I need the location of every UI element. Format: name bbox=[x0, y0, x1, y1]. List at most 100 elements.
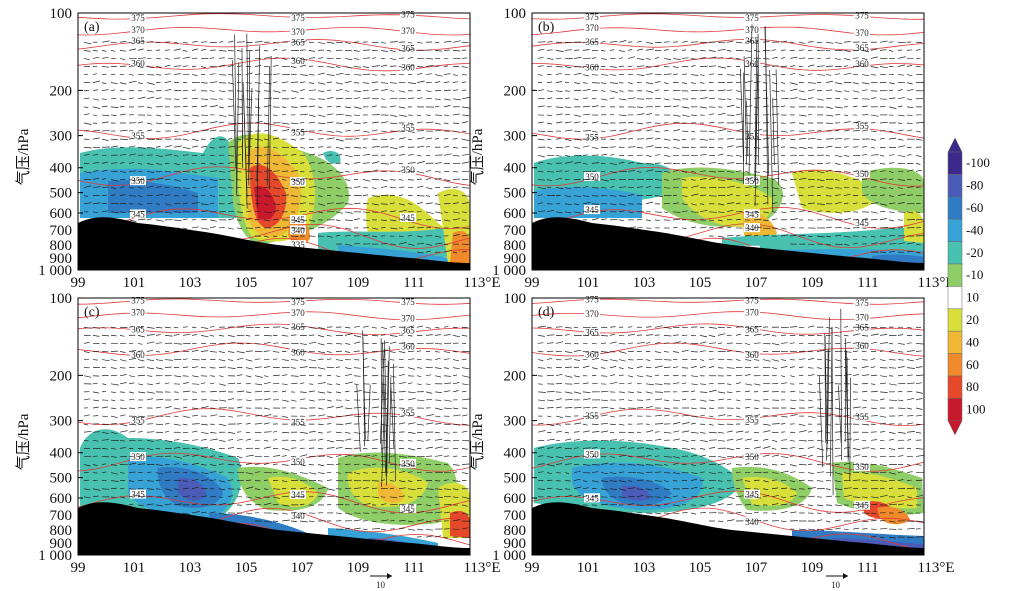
wind-vector bbox=[407, 431, 416, 434]
colorbar-label: -80 bbox=[966, 178, 983, 193]
wind-vector bbox=[654, 487, 660, 490]
wind-vector bbox=[753, 226, 762, 229]
wind-vector bbox=[101, 439, 109, 441]
colorbar-segment bbox=[947, 263, 963, 287]
wind-vector bbox=[780, 179, 787, 181]
wind-vector bbox=[753, 383, 761, 386]
wind-vector bbox=[218, 50, 227, 52]
wind-vector bbox=[380, 146, 389, 148]
wind-vector bbox=[897, 145, 906, 148]
wind-vector bbox=[182, 65, 188, 67]
wind-vector bbox=[353, 122, 361, 125]
wind-vector bbox=[789, 218, 798, 221]
wind-vector bbox=[137, 423, 143, 426]
wind-vector bbox=[128, 41, 134, 44]
wind-vector bbox=[317, 431, 323, 434]
wind-vector bbox=[191, 114, 200, 117]
wind-vector bbox=[618, 114, 627, 116]
wind-vector bbox=[281, 335, 289, 337]
wind-vector bbox=[699, 153, 707, 156]
wind-vector bbox=[335, 391, 342, 394]
wind-vector bbox=[362, 57, 371, 59]
wind-vector bbox=[290, 153, 297, 156]
wind-vector bbox=[254, 488, 261, 490]
wind-vector bbox=[443, 479, 449, 481]
wind-vector bbox=[407, 448, 416, 451]
wind-vector bbox=[83, 488, 90, 491]
wind-vector bbox=[443, 81, 450, 83]
wind-vector bbox=[200, 326, 209, 329]
wind-vector bbox=[434, 399, 442, 401]
wind-vector bbox=[407, 520, 414, 523]
wind-vector bbox=[281, 472, 289, 474]
wind-vector bbox=[398, 487, 406, 490]
wind-vector bbox=[389, 65, 397, 67]
wind-vector bbox=[434, 503, 440, 506]
wind-vector bbox=[317, 335, 325, 338]
wind-vector bbox=[407, 367, 415, 370]
wind-vector bbox=[344, 154, 353, 158]
wind-vector bbox=[807, 243, 815, 246]
isentrope-label-bg bbox=[400, 325, 416, 335]
wind-vector bbox=[789, 171, 797, 174]
isentrope-label-bg bbox=[400, 213, 416, 223]
wind-vector bbox=[744, 56, 751, 59]
wind-vector bbox=[807, 97, 814, 100]
wind-vector bbox=[461, 97, 470, 100]
wind-vector bbox=[425, 145, 430, 148]
wind-vector bbox=[461, 234, 470, 237]
wind-vector bbox=[308, 82, 315, 84]
isentrope-label: 370 bbox=[745, 25, 759, 35]
wind-vector bbox=[452, 519, 461, 522]
wind-vector bbox=[906, 89, 914, 92]
wind-vector bbox=[582, 82, 588, 84]
wind-vector bbox=[915, 48, 921, 51]
wind-vector bbox=[362, 366, 370, 368]
wind-vector bbox=[443, 146, 449, 148]
wind-vector bbox=[290, 122, 299, 125]
wind-vector bbox=[155, 342, 163, 344]
wind-vector bbox=[443, 249, 452, 253]
wind-vector bbox=[780, 227, 787, 230]
x-tick-label: 99 bbox=[525, 560, 540, 576]
wind-vector bbox=[164, 382, 170, 385]
wind-vector bbox=[398, 179, 404, 181]
wind-vector bbox=[546, 146, 553, 149]
wind-vector bbox=[888, 367, 897, 369]
wind-vector bbox=[155, 439, 162, 441]
wind-vector bbox=[726, 154, 733, 157]
wind-vector bbox=[155, 146, 161, 148]
wind-vector bbox=[335, 366, 341, 368]
wind-vector bbox=[218, 383, 226, 386]
wind-vector bbox=[888, 234, 896, 237]
wind-vector bbox=[425, 439, 431, 441]
wind-vector-updraft bbox=[769, 70, 774, 212]
wind-vector bbox=[227, 335, 235, 337]
wind-vector bbox=[798, 391, 805, 394]
wind-vector bbox=[843, 415, 850, 417]
wind-vector bbox=[834, 480, 842, 483]
wind-vector bbox=[371, 326, 377, 329]
wind-vector bbox=[362, 130, 370, 133]
wind-vector bbox=[389, 496, 398, 499]
wind-vector bbox=[915, 374, 924, 377]
wind-vector bbox=[263, 219, 271, 222]
isentrope-label-bg bbox=[400, 458, 416, 468]
wind-vector bbox=[546, 407, 554, 409]
wind-vector bbox=[362, 146, 368, 149]
wind-vector bbox=[182, 194, 188, 196]
wind-vector bbox=[582, 464, 591, 466]
wind-vector bbox=[344, 219, 353, 221]
wind-vector bbox=[83, 479, 90, 481]
wind-vector bbox=[645, 58, 651, 60]
wind-vector bbox=[398, 439, 404, 442]
wind-vector bbox=[879, 350, 885, 352]
isentrope-label: 370 bbox=[131, 25, 145, 35]
wind-vector bbox=[888, 50, 894, 52]
wind-vector bbox=[119, 423, 128, 427]
wind-vector bbox=[726, 503, 733, 506]
wind-vector bbox=[272, 137, 280, 140]
wind-vector bbox=[200, 170, 206, 172]
wind-vector bbox=[735, 464, 742, 466]
wind-vector bbox=[780, 487, 788, 490]
